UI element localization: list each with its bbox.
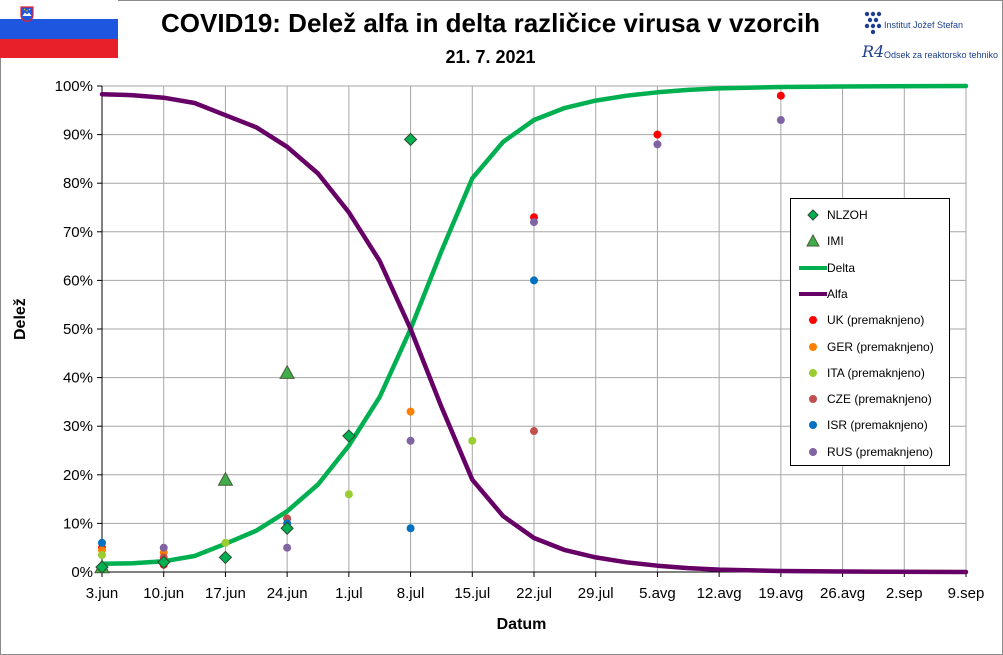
x-tick-label: 17.jun	[205, 585, 246, 602]
legend-label: IMI	[827, 234, 844, 249]
ijs-logo-text: Institut Jožef Stefan	[884, 20, 964, 30]
data-point-nlzoh	[403, 132, 418, 147]
series-line-delta	[99, 83, 969, 566]
y-tick-label: 60%	[63, 272, 93, 289]
data-point-isr	[98, 538, 106, 547]
legend-symbol	[809, 368, 817, 377]
legend-item: UK (premaknjeno)	[791, 310, 949, 330]
legend-label: RUS (premaknjeno)	[827, 444, 934, 459]
x-tick-label: 3.jun	[86, 585, 119, 602]
slovenia-flag-icon	[0, 0, 118, 58]
y-tick-label: 30%	[63, 418, 93, 435]
legend-symbol	[799, 291, 827, 296]
data-point-ger	[406, 407, 415, 416]
legend-item: Alfa	[791, 284, 949, 304]
data-point-ita	[221, 538, 230, 547]
legend-item: IMI	[791, 231, 949, 251]
data-point-nlzoh	[218, 550, 233, 565]
data-point-cze	[530, 427, 538, 436]
legend-symbol	[809, 316, 817, 325]
legend-item: Delta	[791, 258, 949, 278]
legend-label: CZE (premaknjeno)	[827, 392, 932, 407]
series-line-alfa	[99, 92, 969, 575]
x-tick-label: 9.sep	[948, 585, 985, 602]
data-point-ita	[98, 550, 106, 559]
y-tick-label: 100%	[55, 78, 93, 95]
y-tick-label: 70%	[63, 224, 93, 241]
x-tick-label: 12.avg	[697, 585, 742, 602]
y-axis-label: Delež	[12, 298, 29, 340]
r4-logo-text: Odsek za reaktorsko tehniko	[884, 50, 999, 60]
x-tick-label: 29.jul	[578, 585, 614, 602]
data-point-nlzoh	[280, 521, 294, 535]
data-point-imi	[279, 364, 295, 379]
data-point-nlzoh	[95, 560, 109, 574]
x-axis-label: Datum	[496, 616, 547, 633]
data-point-nlzoh	[157, 555, 171, 569]
x-tick-label: 10.jun	[143, 585, 184, 602]
legend-symbol	[809, 447, 817, 456]
legend-label: ISR (premaknjeno)	[827, 418, 928, 433]
y-tick-label: 90%	[63, 127, 93, 144]
legend-item: GER (premaknjeno)	[791, 337, 949, 357]
data-point-isr	[406, 524, 415, 533]
data-point-uk	[776, 91, 785, 100]
legend-symbol	[809, 395, 817, 404]
institute-logo: Institut Jožef Stefan R4 Odsek za reakto…	[860, 6, 1000, 66]
r4-logo-mark: R4	[862, 42, 885, 61]
data-point-ita	[468, 436, 477, 445]
legend-symbol	[799, 265, 827, 270]
x-tick-label: 15.jul	[454, 585, 490, 602]
data-point-imi	[217, 471, 234, 486]
data-point-isr	[530, 276, 538, 285]
legend-item: RUS (premaknjeno)	[791, 442, 949, 462]
legend-label: GER (premaknjeno)	[827, 339, 934, 354]
legend-label: NLZOH	[827, 208, 868, 222]
legend-symbol	[809, 342, 817, 351]
x-tick-label: 1.jul	[335, 585, 363, 602]
chart-title: COVID19: Delež alfa in delta različice v…	[161, 8, 820, 38]
legend-item: ITA (premaknjeno)	[791, 363, 949, 383]
legend-symbol	[806, 234, 820, 247]
x-tick-label: 19.avg	[758, 585, 803, 602]
y-tick-label: 50%	[63, 321, 93, 338]
data-point-rus	[406, 436, 415, 445]
x-tick-label: 24.jun	[267, 585, 308, 602]
x-tick-label: 22.jul	[516, 585, 552, 602]
data-point-uk	[653, 130, 662, 139]
data-point-rus	[530, 218, 538, 227]
legend-label: UK (premaknjeno)	[827, 313, 925, 328]
data-point-rus	[776, 116, 785, 125]
legend-item: CZE (premaknjeno)	[791, 389, 949, 409]
data-point-rus	[283, 543, 292, 552]
coat-of-arms-icon	[20, 6, 34, 22]
y-tick-label: 10%	[63, 515, 93, 532]
legend-symbol	[807, 209, 819, 221]
x-tick-label: 26.avg	[820, 585, 865, 602]
legend-label: ITA (premaknjeno)	[827, 365, 925, 380]
legend-label: Alfa	[827, 286, 848, 301]
x-tick-label: 5.avg	[639, 585, 676, 602]
legend-item: ISR (premaknjeno)	[791, 415, 949, 435]
chart-legend: NLZOH IMI Delta Alfa UK (premaknjeno) GER (pr…	[790, 198, 950, 466]
data-point-ita	[344, 490, 353, 499]
legend-item: NLZOH	[791, 205, 949, 225]
ijs-logo-icon	[864, 11, 882, 35]
x-tick-label: 8.jul	[397, 585, 425, 602]
chart-date: 21. 7. 2021	[445, 47, 536, 67]
data-point-nlzoh	[342, 429, 356, 443]
y-tick-label: 20%	[63, 467, 93, 484]
legend-label: Delta	[827, 260, 856, 275]
y-tick-label: 0%	[71, 564, 93, 581]
y-tick-label: 40%	[63, 370, 93, 387]
data-point-rus	[653, 140, 662, 149]
legend-symbol	[809, 421, 817, 430]
data-point-rus	[159, 543, 168, 552]
x-tick-label: 2.sep	[886, 585, 923, 602]
y-tick-label: 80%	[63, 175, 93, 192]
